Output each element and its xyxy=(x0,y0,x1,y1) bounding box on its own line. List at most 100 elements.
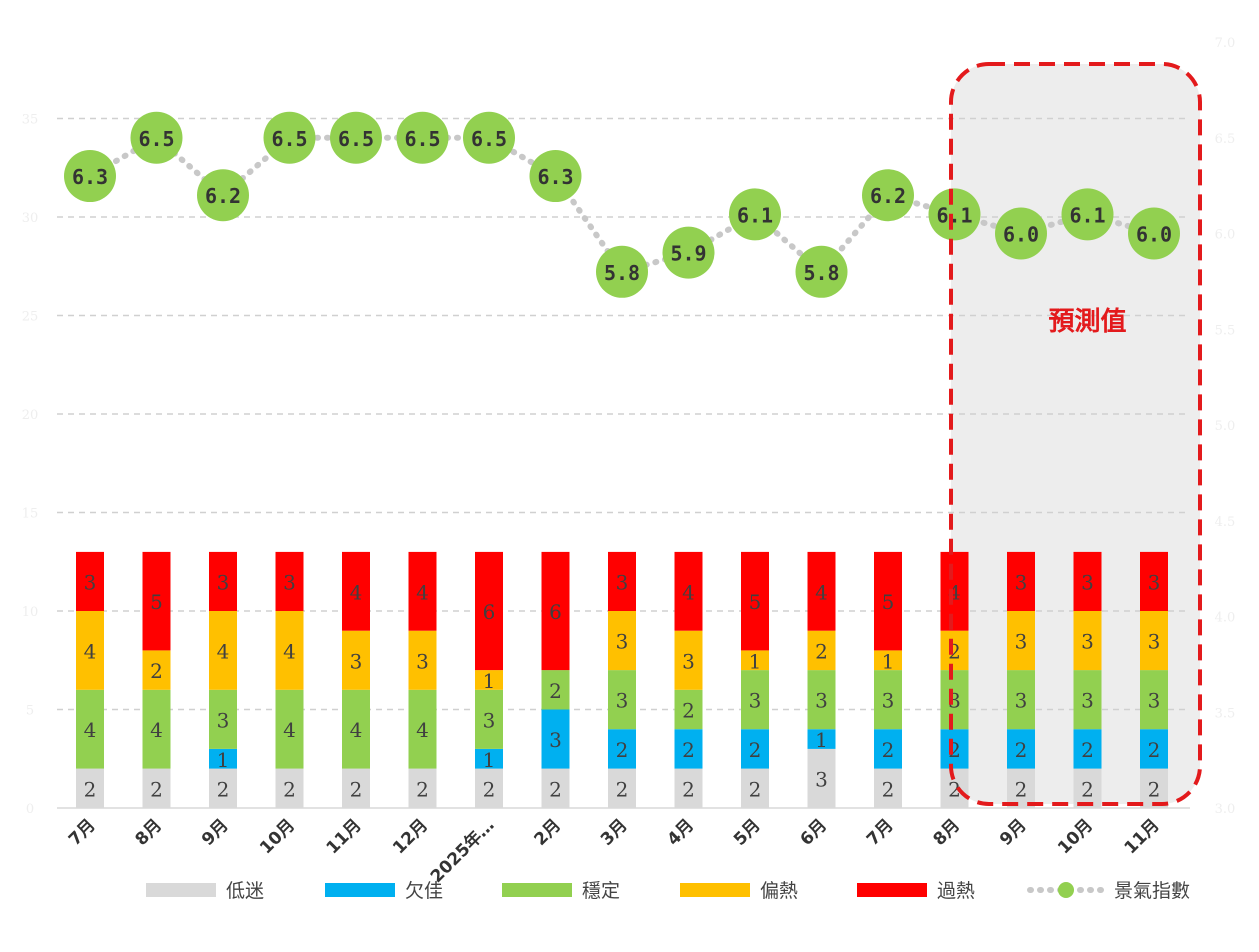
index-line: 6.3 6.5 6.2 6.5 6.5 6.5 6.5 6.3 5.8 5.9 6.1 5.8 6.2 6… xyxy=(64,111,1180,298)
bar-segment xyxy=(674,689,703,730)
index-point xyxy=(928,188,981,241)
bar-segment xyxy=(940,768,969,808)
index-point-label: 6.0 xyxy=(1003,223,1039,247)
bar-data-label: 3 xyxy=(549,728,562,752)
legend-swatch xyxy=(857,883,927,897)
x-tick-label: 7月 xyxy=(863,815,898,850)
bar-segment xyxy=(342,551,370,631)
index-point-label: 6.5 xyxy=(338,127,374,151)
index-point-label: 5.8 xyxy=(803,261,839,285)
index-point xyxy=(529,150,582,203)
legend-swatch xyxy=(502,883,572,897)
bar-data-label: 2 xyxy=(749,777,762,801)
bar-segment xyxy=(275,689,304,769)
bar-data-label: 4 xyxy=(84,639,97,663)
bar-data-label: 1 xyxy=(483,748,496,772)
x-tick-label: 10月 xyxy=(256,815,299,858)
bar-data-label: 3 xyxy=(1148,630,1161,654)
index-point xyxy=(995,207,1047,260)
bar-segment xyxy=(807,630,836,671)
bar-segment xyxy=(807,551,836,631)
bar-data-label: 3 xyxy=(882,689,895,713)
bar-data-label: 3 xyxy=(815,689,828,713)
bar-segment xyxy=(209,611,237,690)
bar-data-label: 2 xyxy=(549,679,562,703)
bar-data-label: 4 xyxy=(682,580,695,604)
bar-segment xyxy=(608,611,636,671)
bar-data-label: 1 xyxy=(882,649,895,673)
bar-data-label: 3 xyxy=(1015,570,1028,594)
bar-data-label: 2 xyxy=(1081,738,1094,762)
bar-data-label: 3 xyxy=(416,649,429,673)
bar-data-label: 4 xyxy=(217,639,230,663)
legend-line-marker xyxy=(1058,882,1074,898)
index-point-label: 6.2 xyxy=(870,184,906,208)
bar-data-label: 3 xyxy=(749,689,762,713)
bar-data-label: 2 xyxy=(217,777,230,801)
index-point xyxy=(662,226,715,279)
bar-data-label: 2 xyxy=(283,777,296,801)
bar-data-label: 3 xyxy=(1081,630,1094,654)
y-left-tick-label: 0 xyxy=(26,802,34,817)
bar-segment xyxy=(874,551,902,651)
bar-segment xyxy=(76,689,104,769)
bar-segment xyxy=(76,551,104,611)
y-axis-right: 3.0 3.5 4.0 4.5 5.0 5.5 6.0 6.5 7.0 xyxy=(1215,36,1236,817)
bar-segment xyxy=(541,670,570,710)
bar-data-label: 4 xyxy=(150,718,163,742)
bar-data-label: 5 xyxy=(749,590,762,614)
bar-segment xyxy=(142,689,171,769)
bar-segment xyxy=(1073,551,1102,611)
bar-data-label: 3 xyxy=(1081,689,1094,713)
index-point xyxy=(463,111,515,164)
index-point-label: 6.5 xyxy=(404,127,440,151)
bar-segment xyxy=(807,670,836,730)
bar-segment xyxy=(940,551,969,631)
bar-data-label: 4 xyxy=(84,718,97,742)
x-tick-label: 8月 xyxy=(929,815,964,850)
bar-segment xyxy=(76,768,104,808)
bar-segment xyxy=(209,748,237,769)
y-right-tick-label: 5.0 xyxy=(1215,419,1236,434)
y-left-tick-label: 25 xyxy=(22,310,39,325)
bar-segment xyxy=(674,630,703,690)
index-point-label: 6.5 xyxy=(271,127,307,151)
bar-data-label: 2 xyxy=(350,777,363,801)
bar-segment xyxy=(608,768,636,808)
bar-segment xyxy=(1007,670,1035,730)
bar-data-label: 1 xyxy=(749,649,762,673)
bar-data-label: 4 xyxy=(416,718,429,742)
bar-segment xyxy=(874,729,902,769)
bar-data-label: 2 xyxy=(682,738,695,762)
bar-segment xyxy=(1140,729,1168,769)
bar-segment xyxy=(940,729,969,769)
x-tick-label: 8月 xyxy=(131,815,166,850)
bar-segment xyxy=(741,729,769,769)
bar-segment xyxy=(940,670,969,730)
bar-segment xyxy=(142,768,171,808)
y-left-tick-label: 10 xyxy=(22,605,39,620)
legend-swatch xyxy=(680,883,750,897)
y-right-tick-label: 7.0 xyxy=(1215,36,1236,51)
bar-segment xyxy=(275,768,304,808)
bar-data-label: 4 xyxy=(350,718,363,742)
bar-data-label: 5 xyxy=(150,590,163,614)
bar-segment xyxy=(541,768,570,808)
bar-segment xyxy=(741,670,769,730)
bar-data-label: 2 xyxy=(150,777,163,801)
bar-segment xyxy=(475,551,503,671)
y-left-tick-label: 15 xyxy=(22,507,39,522)
legend-swatch xyxy=(325,883,395,897)
bar-segment xyxy=(608,670,636,730)
index-point xyxy=(330,111,382,164)
bar-segment xyxy=(408,689,437,769)
x-tick-label: 2025年… xyxy=(426,815,498,887)
index-point-label: 6.1 xyxy=(737,203,773,227)
bar-data-label: 2 xyxy=(1148,777,1161,801)
bar-data-label: 1 xyxy=(217,748,230,772)
bar-data-label: 2 xyxy=(882,738,895,762)
bar-data-label: 3 xyxy=(1148,689,1161,713)
bar-data-label: 6 xyxy=(483,600,496,624)
bar-data-label: 2 xyxy=(1015,738,1028,762)
